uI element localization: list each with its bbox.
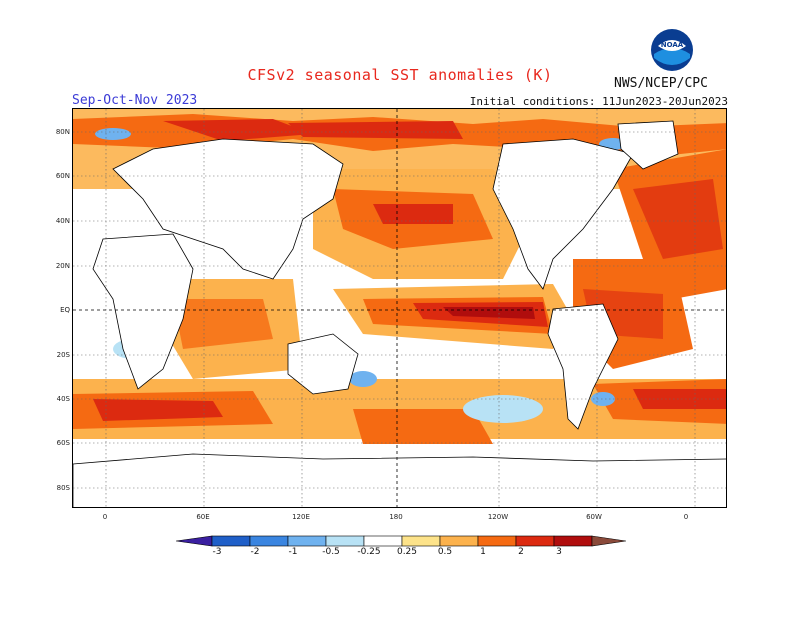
colorbar-bin-1: [211, 535, 251, 547]
colorbar: [175, 533, 627, 563]
colorbar-tick: 0.5: [437, 547, 453, 557]
colorbar-tick: 0.25: [396, 547, 418, 557]
colorbar-bin-5: [363, 535, 403, 547]
land-masses: [73, 120, 726, 507]
colorbar-bin-3: [287, 535, 327, 547]
colorbar-bin-6: [401, 535, 441, 547]
lat-label-eq: EQ: [60, 306, 70, 314]
colorbar-bin-9: [515, 535, 555, 547]
graticule: [73, 109, 726, 507]
noaa-logo: NOAA: [650, 28, 694, 72]
lon-label-0: 0: [102, 513, 108, 521]
lat-label-20s: 20S: [56, 351, 70, 359]
colorbar-tick: -2: [250, 547, 260, 557]
lat-label-60n: 60N: [55, 172, 70, 180]
sst-anomaly-map: [72, 108, 727, 508]
colorbar-bin-4: [325, 535, 365, 547]
colorbar-tick: 2: [518, 547, 524, 557]
logo-text: NOAA: [661, 41, 684, 49]
colorbar-tick: 3: [556, 547, 562, 557]
colorbar-tick: -3: [212, 547, 222, 557]
lat-label-80n: 80N: [55, 128, 70, 136]
lat-label-40n: 40N: [55, 217, 70, 225]
colorbar-tick: 1: [480, 547, 486, 557]
lat-label-40s: 40S: [56, 395, 70, 403]
lon-label-60e: 60E: [196, 513, 210, 521]
colorbar-bin-2: [249, 535, 289, 547]
lon-label-120e: 120E: [292, 513, 310, 521]
colorbar-tick: -0.25: [357, 547, 381, 557]
colorbar-bin-8: [477, 535, 517, 547]
season-label: Sep-Oct-Nov 2023: [72, 93, 198, 108]
agency-label: NWS/NCEP/CPC: [614, 76, 708, 91]
colorbar-bin-7: [439, 535, 479, 547]
colorbar-bin-10: [553, 535, 593, 547]
colorbar-tick: -1: [288, 547, 298, 557]
lat-label-20n: 20N: [55, 262, 70, 270]
chart-title: CFSv2 seasonal SST anomalies (K): [247, 66, 553, 84]
colorbar-tick: -0.5: [322, 547, 340, 557]
lon-label-180: 180: [389, 513, 403, 521]
lat-label-80s: 80S: [56, 484, 70, 492]
lon-label-0-east: 0: [683, 513, 689, 521]
lat-label-60s: 60S: [56, 439, 70, 447]
colorbar-high-arrow: [591, 535, 627, 547]
colorbar-low-arrow: [175, 535, 213, 547]
lon-label-60w: 60W: [586, 513, 602, 521]
lon-label-120w: 120W: [487, 513, 509, 521]
initial-conditions: Initial conditions: 11Jun2023-20Jun2023: [469, 95, 728, 108]
